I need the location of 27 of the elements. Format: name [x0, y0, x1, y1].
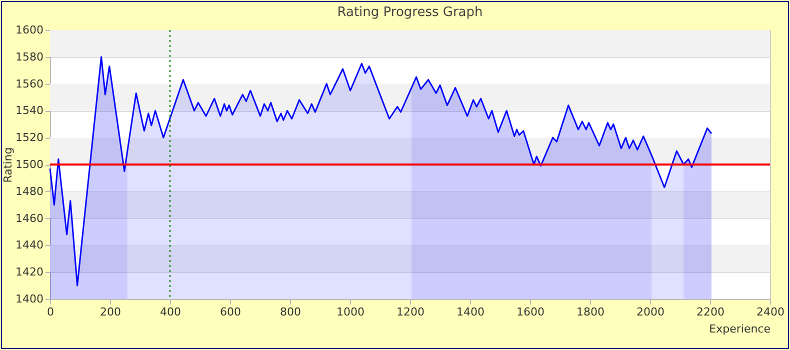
x-tick-label: 1400: [456, 306, 484, 318]
y-tick-label: 1440: [16, 238, 44, 252]
y-tick-label: 1600: [16, 24, 44, 36]
x-tick-label: 1200: [396, 306, 424, 318]
y-tick-label: 1560: [16, 77, 44, 90]
x-tick-label: 2400: [756, 306, 784, 318]
y-tick-label: 1540: [16, 104, 44, 118]
y-tick-label: 1480: [16, 184, 44, 198]
x-axis-title: Experience: [709, 322, 771, 336]
y-tick-label: 1580: [16, 50, 44, 64]
x-tick-label: 0: [47, 306, 54, 318]
y-tick-label: 1420: [16, 266, 44, 279]
x-tick-label: 2200: [696, 306, 724, 318]
chart-title: Rating Progress Graph: [337, 5, 483, 20]
x-tick-label: 800: [280, 306, 301, 318]
y-tick-label: 1400: [16, 292, 44, 306]
y-tick-label: 1500: [16, 158, 44, 171]
x-tick-label: 1000: [336, 306, 364, 318]
x-tick-label: 400: [160, 306, 181, 318]
x-tick-label: 200: [100, 306, 121, 318]
x-tick-label: 600: [220, 306, 241, 318]
y-tick-label: 1460: [16, 212, 44, 225]
x-tick-label: 1600: [516, 306, 544, 318]
x-tick-label: 2000: [636, 306, 664, 318]
x-tick-label: 1800: [576, 306, 604, 318]
y-tick-label: 1520: [16, 131, 44, 144]
y-axis-title: Rating: [2, 147, 15, 183]
